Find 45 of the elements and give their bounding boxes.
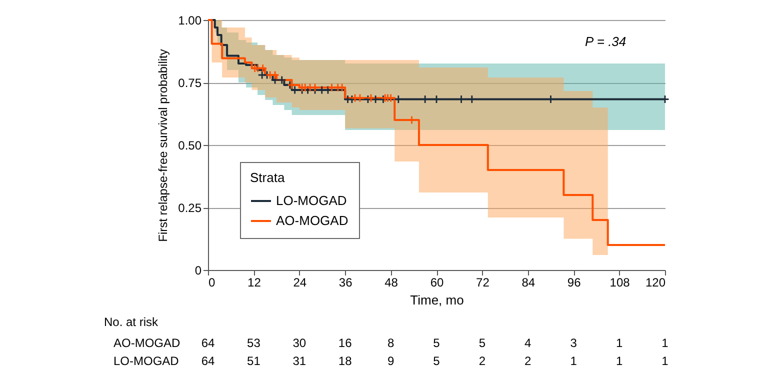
legend-label: AO-MOGAD: [276, 213, 348, 228]
data-label: 8: [387, 336, 394, 350]
data-label: 5: [433, 354, 440, 368]
data-label: 4: [524, 336, 532, 350]
data-label: 1: [616, 354, 623, 368]
x-tick-label: 60: [430, 276, 444, 290]
data-label: 30: [292, 336, 306, 350]
x-axis-title: Time, mo: [410, 292, 464, 308]
chart-title: No. at risk: [104, 315, 160, 329]
data-label: 5: [433, 336, 440, 350]
x-tick-label: 0: [208, 276, 216, 290]
x-tick-label: 84: [522, 276, 536, 290]
data-label: 16: [338, 336, 352, 350]
data-label: 1: [616, 336, 623, 350]
x-tick-label: 48: [384, 276, 398, 290]
x-tick-label: 24: [293, 276, 307, 290]
y-tick-label: 0.75: [178, 76, 202, 90]
data-label: 2: [478, 354, 486, 368]
legend-title: Strata: [250, 170, 286, 185]
x-tick-label: 72: [476, 276, 490, 290]
x-tick-label: 12: [248, 276, 262, 290]
data-label: 1: [570, 354, 578, 368]
y-tick-label: 0: [194, 264, 202, 278]
x-tick-label: 108: [610, 276, 630, 290]
data-label: 31: [292, 354, 306, 368]
y-tick-label: 0.50: [178, 138, 202, 152]
data-label: 1: [662, 354, 669, 368]
data-label: 5: [478, 336, 486, 350]
data-label: 2: [524, 354, 532, 368]
x-tick-label: 36: [338, 276, 353, 290]
y-tick-label: 0.25: [178, 201, 202, 215]
data-label: 1: [662, 336, 669, 350]
x-tick-label: 120: [645, 276, 666, 290]
y-axis-title: First relapse-free survival probability: [156, 49, 170, 242]
data-label: 51: [247, 354, 261, 368]
x-tick-label: 96: [567, 276, 582, 290]
legend-label: LO-MOGAD: [276, 193, 347, 208]
y-tick-label: 1.00: [178, 14, 202, 28]
annotation: P = .34: [585, 34, 626, 49]
data-label: 64: [201, 354, 215, 368]
data-label: 64: [201, 336, 215, 350]
data-label: 9: [387, 354, 394, 368]
data-label: 18: [338, 354, 352, 368]
data-label: 3: [570, 336, 578, 350]
data-label: 53: [247, 336, 261, 350]
